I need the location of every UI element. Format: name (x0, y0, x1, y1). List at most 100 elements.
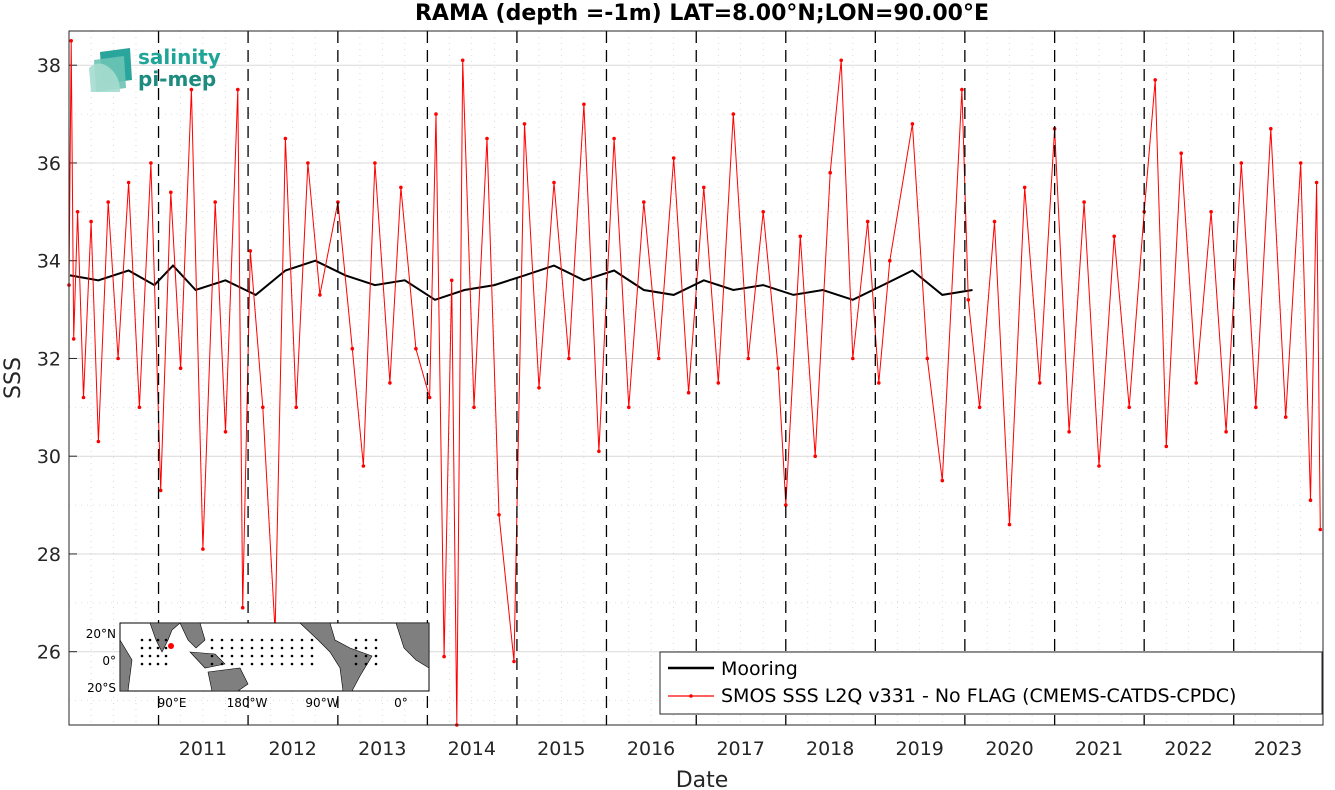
logo-text-salinity: salinity (138, 45, 221, 69)
x-tick-label: 2023 (1254, 738, 1302, 760)
data-point-smos (940, 478, 945, 483)
data-point-smos (472, 405, 476, 410)
data-point-smos (442, 654, 446, 659)
data-point-smos (485, 136, 489, 141)
inset-buoy-dot (364, 638, 368, 642)
data-point-smos (877, 381, 881, 385)
inset-buoy-dot (140, 646, 144, 650)
inset-buoy-dot (148, 662, 152, 666)
logo-text-pi-mep: pi-mep (138, 67, 216, 91)
data-point-smos (1194, 381, 1198, 385)
data-point-smos (1318, 527, 1323, 532)
data-point-smos (567, 356, 571, 361)
y-tick-label: 36 (37, 153, 61, 175)
inset-map-ocean (119, 622, 430, 692)
inset-buoy-dot (240, 638, 244, 642)
inset-buoy-dot (310, 654, 314, 658)
x-tick-labels: 2011 2012 2013 2014 2015 2016 2017 2018 2019 2020… (179, 738, 1303, 760)
inset-buoy-dot (290, 654, 294, 658)
inset-buoy-dot (140, 654, 144, 658)
data-point-smos (761, 210, 765, 214)
y-tick-label: 32 (37, 348, 61, 370)
inset-buoy-dot (290, 662, 294, 666)
y-tick-label: 38 (37, 55, 61, 77)
data-point-smos (126, 180, 131, 185)
data-point-smos (1224, 430, 1228, 434)
data-point-smos (552, 180, 556, 185)
data-point-smos (1298, 161, 1303, 165)
inset-buoy-dot (374, 638, 378, 642)
x-tick-label: 2014 (448, 738, 496, 760)
x-tick-label: 2016 (627, 738, 675, 760)
inset-buoy-dot (164, 638, 168, 642)
inset-buoy-dot (374, 646, 378, 650)
inset-buoy-dot (270, 654, 274, 658)
data-point-smos (236, 87, 240, 92)
inset-buoy-dot (354, 638, 358, 642)
inset-lat-0: 0° (102, 654, 116, 668)
data-point-smos (1314, 180, 1319, 185)
inset-buoy-dot (230, 638, 234, 642)
data-point-smos (671, 156, 676, 160)
inset-buoy-dot (230, 662, 234, 666)
inset-buoy-dot (260, 638, 264, 642)
data-point-smos (865, 219, 870, 224)
year-boundaries (157, 31, 1235, 725)
inset-buoy-dot (260, 646, 264, 650)
inset-buoy-dot (250, 646, 254, 650)
data-point-smos (373, 161, 377, 165)
inset-buoy-dot (354, 654, 358, 658)
inset-buoy-dot (220, 646, 224, 650)
inset-buoy-dot (250, 638, 254, 642)
y-tick-label: 28 (37, 544, 61, 566)
inset-buoy-dot (300, 638, 304, 642)
plot-frame (68, 30, 1324, 726)
data-point-smos (116, 356, 120, 361)
data-point-smos (776, 366, 780, 371)
inset-buoy-dot (164, 662, 168, 666)
data-point-smos (318, 293, 322, 297)
data-point-smos (537, 386, 541, 390)
data-point-smos (240, 605, 245, 610)
inset-buoy-dot (310, 638, 314, 642)
inset-buoy-dot (354, 662, 358, 666)
data-point-smos (1283, 415, 1288, 419)
inset-buoy-dot (140, 638, 144, 642)
data-point-smos (851, 356, 855, 361)
data-point-smos (1112, 234, 1116, 239)
data-point-smos (1308, 498, 1313, 503)
data-point-smos (966, 298, 971, 302)
inset-lat-20s: 20°S (87, 681, 116, 695)
data-point-smos (213, 200, 217, 204)
series-line-mooring (69, 259, 973, 301)
legend-box (659, 651, 1323, 715)
data-point-smos (149, 161, 153, 165)
data-point-smos (388, 381, 392, 385)
inset-buoy-dot (240, 654, 244, 658)
data-point-smos (839, 58, 843, 63)
inset-buoy-dot (156, 654, 160, 658)
inset-buoy-dot (156, 662, 160, 666)
data-point-smos (69, 39, 73, 43)
data-point-smos (702, 185, 706, 190)
x-tick-label: 2019 (896, 738, 944, 760)
data-point-smos (89, 219, 93, 224)
inset-buoy-dot (156, 646, 160, 650)
inset-buoy-dot (164, 646, 168, 650)
inset-lon-180w: 180°W (227, 696, 268, 710)
data-point-smos (784, 503, 788, 507)
inset-buoy-dot (210, 662, 214, 666)
data-point-smos (813, 454, 817, 459)
data-point-smos (1239, 161, 1244, 165)
inset-lon-90e: 90°E (158, 696, 187, 710)
legend: Mooring SMOS SSS L2Q v331 - No FLAG (CME… (659, 651, 1323, 715)
inset-buoy-dot (220, 638, 224, 642)
data-point-smos (1007, 522, 1012, 527)
inset-buoy-dot (156, 638, 160, 642)
data-point-smos (512, 659, 516, 664)
data-point-smos (686, 390, 691, 395)
inset-buoy-dot (310, 646, 314, 650)
inset-lon-90w: 90°W (305, 696, 338, 710)
data-point-smos (1254, 405, 1258, 410)
x-tick-label: 2011 (179, 738, 227, 760)
